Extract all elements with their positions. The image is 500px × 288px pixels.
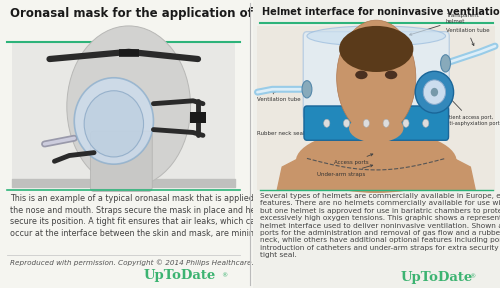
Ellipse shape: [296, 130, 456, 193]
Ellipse shape: [302, 81, 312, 98]
Text: This is an example of a typical oronasal mask that is applied over
the nose and : This is an example of a typical oronasal…: [10, 194, 276, 238]
Text: Under-arm straps: Under-arm straps: [318, 165, 372, 177]
FancyBboxPatch shape: [303, 32, 450, 120]
Text: Transparent
helmet: Transparent helmet: [410, 13, 478, 35]
Ellipse shape: [74, 78, 154, 164]
Text: ®: ®: [222, 273, 228, 278]
FancyBboxPatch shape: [190, 112, 206, 123]
Ellipse shape: [385, 71, 398, 79]
Ellipse shape: [324, 119, 330, 127]
Ellipse shape: [339, 26, 413, 72]
Ellipse shape: [422, 119, 429, 127]
FancyBboxPatch shape: [12, 43, 235, 187]
FancyBboxPatch shape: [304, 106, 448, 140]
Text: UpToDate: UpToDate: [144, 269, 216, 282]
Text: Reproduced with permission. Copyright © 2014 Philips Healthcare.: Reproduced with permission. Copyright © …: [10, 259, 254, 266]
Ellipse shape: [403, 119, 409, 127]
Ellipse shape: [344, 119, 349, 127]
Text: Oronasal mask for the application of noninvasive ventilation: Oronasal mask for the application of non…: [10, 7, 412, 20]
Ellipse shape: [336, 20, 416, 135]
Text: Several types of helmets are commercially available in Europe, each with differe: Several types of helmets are commerciall…: [260, 193, 500, 258]
Ellipse shape: [440, 55, 450, 72]
Ellipse shape: [383, 119, 389, 127]
Text: UpToDate: UpToDate: [401, 271, 473, 284]
Ellipse shape: [67, 26, 190, 187]
Polygon shape: [277, 135, 475, 190]
Text: Patient access port,
anti-asphyxiation port: Patient access port, anti-asphyxiation p…: [443, 96, 500, 126]
FancyBboxPatch shape: [90, 131, 152, 192]
Text: Helmet interface for noninvasive ventilation: Helmet interface for noninvasive ventila…: [262, 7, 500, 17]
Text: Access ports: Access ports: [334, 154, 373, 165]
Ellipse shape: [415, 71, 454, 113]
Ellipse shape: [430, 88, 438, 96]
Ellipse shape: [307, 26, 446, 46]
Text: Ventilation tube: Ventilation tube: [258, 91, 301, 102]
FancyBboxPatch shape: [258, 26, 495, 190]
Ellipse shape: [364, 119, 370, 127]
Text: Ventilation tube: Ventilation tube: [446, 28, 489, 46]
Ellipse shape: [424, 80, 446, 105]
Ellipse shape: [84, 91, 144, 157]
Text: Rubber neck seal: Rubber neck seal: [258, 128, 323, 137]
Ellipse shape: [349, 114, 404, 143]
Ellipse shape: [355, 71, 368, 79]
Text: ®: ®: [469, 274, 476, 279]
Ellipse shape: [307, 107, 446, 121]
